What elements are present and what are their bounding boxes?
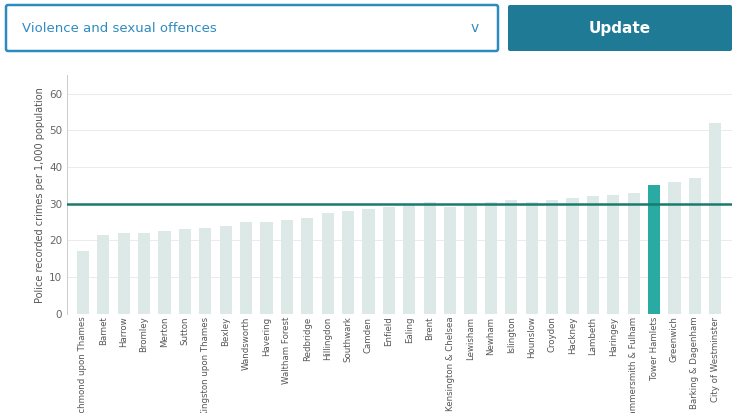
Bar (525, 202, 538, 314)
Bar (179, 230, 191, 314)
Bar (444, 207, 456, 314)
Bar (362, 209, 375, 314)
Bar (342, 211, 354, 314)
Bar (281, 220, 293, 314)
Bar (546, 200, 558, 314)
Bar (240, 222, 252, 314)
Bar (627, 193, 640, 314)
Bar (118, 233, 130, 314)
Bar (158, 231, 171, 314)
Bar (321, 213, 334, 314)
Bar (566, 198, 579, 314)
Bar (485, 202, 497, 314)
Bar (668, 182, 681, 314)
Bar (648, 185, 660, 314)
Text: Violence and sexual offences: Violence and sexual offences (22, 21, 217, 35)
Bar (199, 228, 211, 314)
Bar (464, 204, 477, 314)
FancyBboxPatch shape (508, 5, 732, 51)
Bar (403, 204, 415, 314)
Bar (301, 218, 313, 314)
FancyBboxPatch shape (6, 5, 498, 51)
Bar (219, 226, 232, 314)
Bar (689, 178, 701, 314)
Bar (383, 207, 395, 314)
Bar (423, 202, 436, 314)
Bar (607, 195, 619, 314)
Bar (260, 222, 273, 314)
Bar (138, 233, 150, 314)
Text: Update: Update (589, 21, 651, 36)
Bar (505, 200, 517, 314)
Bar (587, 197, 599, 314)
Bar (709, 123, 721, 314)
Bar (97, 235, 109, 314)
Y-axis label: Police recorded crimes per 1,000 population: Police recorded crimes per 1,000 populat… (35, 87, 45, 303)
Text: v: v (471, 21, 479, 35)
Bar (77, 252, 89, 314)
